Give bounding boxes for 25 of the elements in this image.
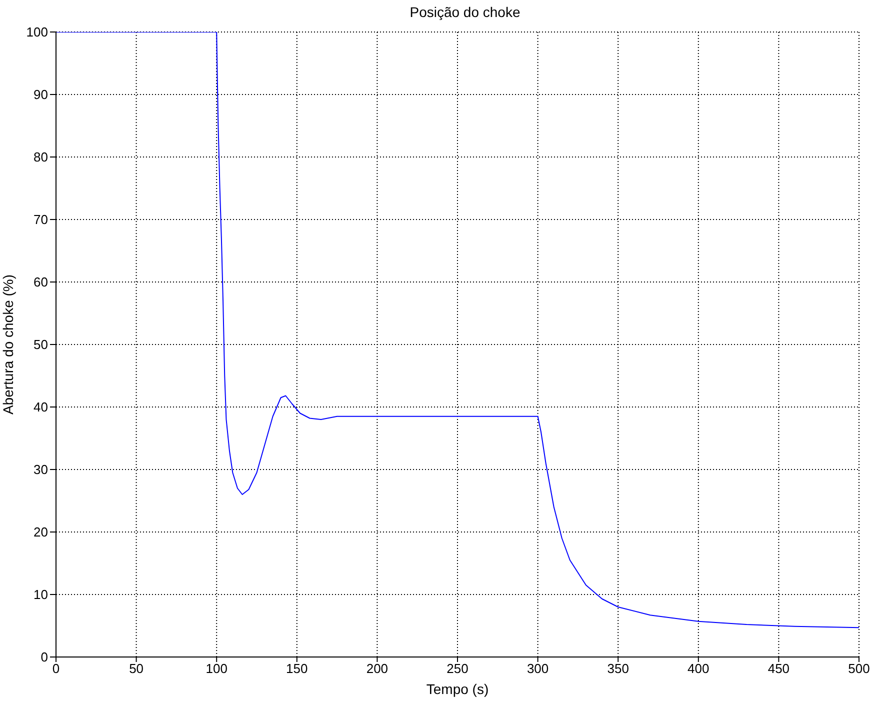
x-tick-label: 500 [848, 661, 870, 676]
x-tick-label: 50 [129, 661, 144, 676]
x-tick-label: 250 [446, 661, 468, 676]
y-tick-label: 90 [34, 87, 48, 102]
x-tick-label: 450 [768, 661, 790, 676]
x-tick-label: 400 [688, 661, 710, 676]
y-tick-label: 40 [34, 400, 48, 415]
x-axis-title: Tempo (s) [426, 681, 489, 697]
y-tick-label: 10 [34, 587, 48, 602]
y-axis-title: Abertura do choke (%) [0, 274, 16, 415]
x-tick-label: 150 [286, 661, 308, 676]
chart-title: Posição do choke [408, 4, 522, 20]
y-tick-label: 100 [26, 24, 48, 40]
x-tick-label: 350 [607, 661, 629, 676]
x-tick-label: 0 [52, 661, 60, 676]
y-tick-label: 80 [34, 150, 48, 165]
x-tick-label: 300 [526, 661, 549, 676]
y-tick-label: 20 [34, 524, 48, 540]
y-tick-label: 50 [34, 337, 48, 352]
y-tick-label: 0 [40, 650, 48, 665]
x-tick-label: 200 [366, 661, 388, 676]
x-tick-label: 100 [206, 661, 228, 676]
y-tick-label: 70 [34, 212, 48, 228]
y-tick-label: 30 [34, 462, 48, 478]
y-tick-label: 60 [34, 274, 48, 290]
